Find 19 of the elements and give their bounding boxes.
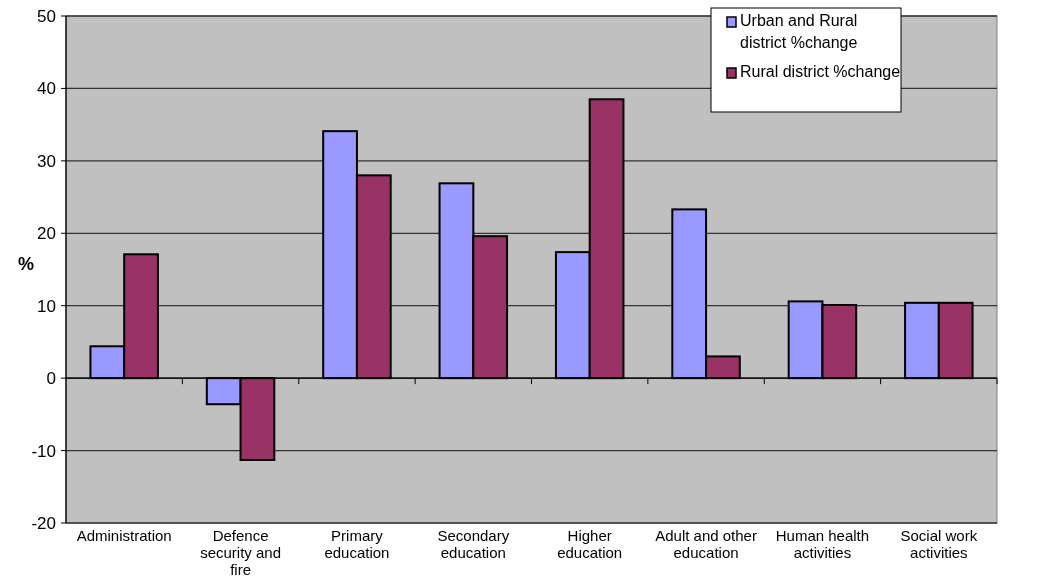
y-tick-label: -20	[31, 513, 56, 533]
x-tick-label: Adult and other education	[655, 527, 757, 561]
y-tick-label: 30	[37, 151, 56, 171]
legend-label: Rural district %change	[740, 63, 901, 80]
y-tick-label: 10	[37, 296, 56, 316]
y-tick-label: 50	[37, 6, 56, 26]
x-tick-label: Secondary education	[437, 527, 510, 561]
y-tick-label: 0	[46, 369, 56, 389]
x-tick-label: Human health activities	[775, 527, 870, 561]
x-tick-label: Higher education	[557, 527, 623, 561]
legend-label: Urban and Rural district %change	[740, 12, 858, 51]
y-tick-label: -10	[31, 441, 56, 461]
y-axis-title: %	[17, 253, 35, 274]
y-tick-label: 40	[37, 79, 56, 99]
x-tick-label: Primary education	[324, 527, 390, 561]
x-tick-label: Administration	[76, 527, 172, 544]
x-tick-label: Defence security and fire	[200, 527, 281, 578]
x-tick-label: Social work activities	[900, 527, 978, 561]
y-tick-label: 20	[37, 224, 56, 244]
